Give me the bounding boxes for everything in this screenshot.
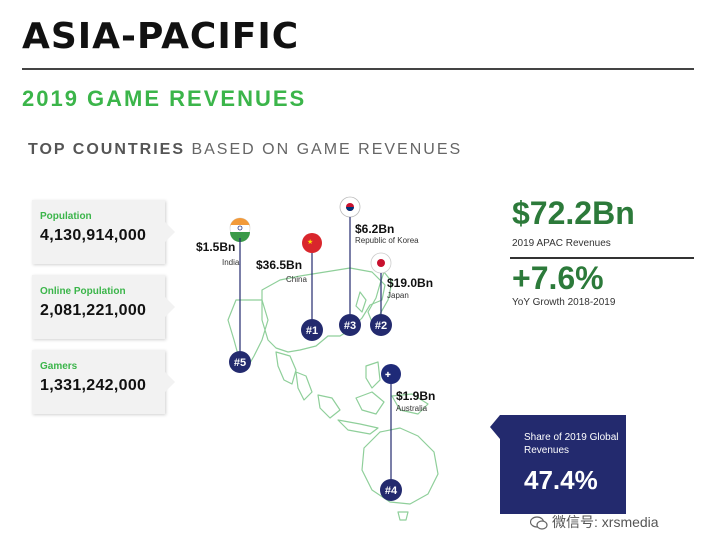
yoy-growth-value: +7.6% — [512, 260, 604, 296]
flag-china-icon: ★ — [302, 233, 322, 253]
section-heading: TOP COUNTRIES BASED ON GAME REVENUES — [28, 141, 462, 159]
svg-text:✚: ✚ — [385, 371, 391, 379]
section-heading-strong: TOP COUNTRIES — [28, 141, 185, 158]
stat-label: Population — [40, 211, 92, 222]
page-subtitle: 2019 GAME REVENUES — [22, 86, 307, 111]
title-divider — [22, 68, 694, 70]
global-share-label: Share of 2019 Global Revenues — [524, 432, 619, 456]
stat-card-online-population: Online Population 2,081,221,000 — [32, 275, 165, 339]
rank-pins: #1 #2 #3 #4 #5 — [229, 217, 402, 501]
rank-label-china: #1 — [306, 325, 318, 337]
svg-text:★: ★ — [307, 238, 313, 246]
stat-card-gamers: Gamers 1,331,242,000 — [32, 350, 165, 414]
rank-marker-republic-of-korea — [339, 314, 361, 336]
flag-korea-icon — [339, 196, 361, 218]
rank-marker-china — [301, 319, 323, 341]
flag-japan-icon — [370, 252, 392, 274]
rank-marker-australia — [380, 479, 402, 501]
data-label-japan-revenue: $19.0Bn — [387, 276, 434, 290]
rank-label-republic-of-korea: #3 — [344, 320, 356, 332]
data-label-china-country: China — [286, 275, 307, 284]
stat-label: Gamers — [40, 361, 78, 372]
stat-value: 1,331,242,000 — [40, 377, 147, 394]
rank-label-australia: #4 — [385, 485, 398, 497]
stat-value: 4,130,914,000 — [40, 227, 147, 244]
global-share-value: 47.4% — [524, 465, 598, 495]
page-title: ASIA-PACIFIC — [22, 16, 300, 57]
watermark-text: 微信号: xrsmedia — [552, 514, 659, 530]
rank-label-india: #5 — [234, 357, 246, 369]
rank-marker-india — [229, 351, 251, 373]
stat-card-population: Population 4,130,914,000 — [32, 200, 165, 264]
summary-divider — [510, 257, 694, 259]
wechat-icon — [530, 516, 548, 530]
stat-value: 2,081,221,000 — [40, 302, 147, 319]
data-label-japan-country: Japan — [387, 291, 409, 300]
apac-revenue-label: 2019 APAC Revenues — [512, 238, 611, 249]
rank-label-japan: #2 — [375, 320, 387, 332]
wechat-watermark: 微信号: xrsmedia — [530, 512, 659, 532]
data-label-korea-revenue: $6.2Bn — [355, 222, 395, 236]
flag-india-icon — [229, 217, 251, 242]
rank-marker-japan — [370, 314, 392, 336]
data-label-australia-revenue: $1.9Bn — [396, 389, 436, 403]
data-label-india-country: India — [222, 258, 240, 267]
stat-label: Online Population — [40, 286, 126, 297]
global-share-callout: Share of 2019 Global Revenues 47.4% — [490, 415, 626, 514]
data-label-china-revenue: $36.5Bn — [256, 258, 303, 272]
yoy-growth-label: YoY Growth 2018-2019 — [512, 297, 616, 308]
data-label-australia-country: Australia — [396, 404, 428, 413]
data-label-korea-country: Republic of Korea — [355, 236, 419, 245]
flag-australia-icon: ✚ — [381, 364, 401, 384]
data-label-india-revenue: $1.5Bn — [196, 240, 236, 254]
section-heading-rest: BASED ON GAME REVENUES — [191, 141, 463, 158]
apac-revenue-value: $72.2Bn — [512, 195, 635, 231]
